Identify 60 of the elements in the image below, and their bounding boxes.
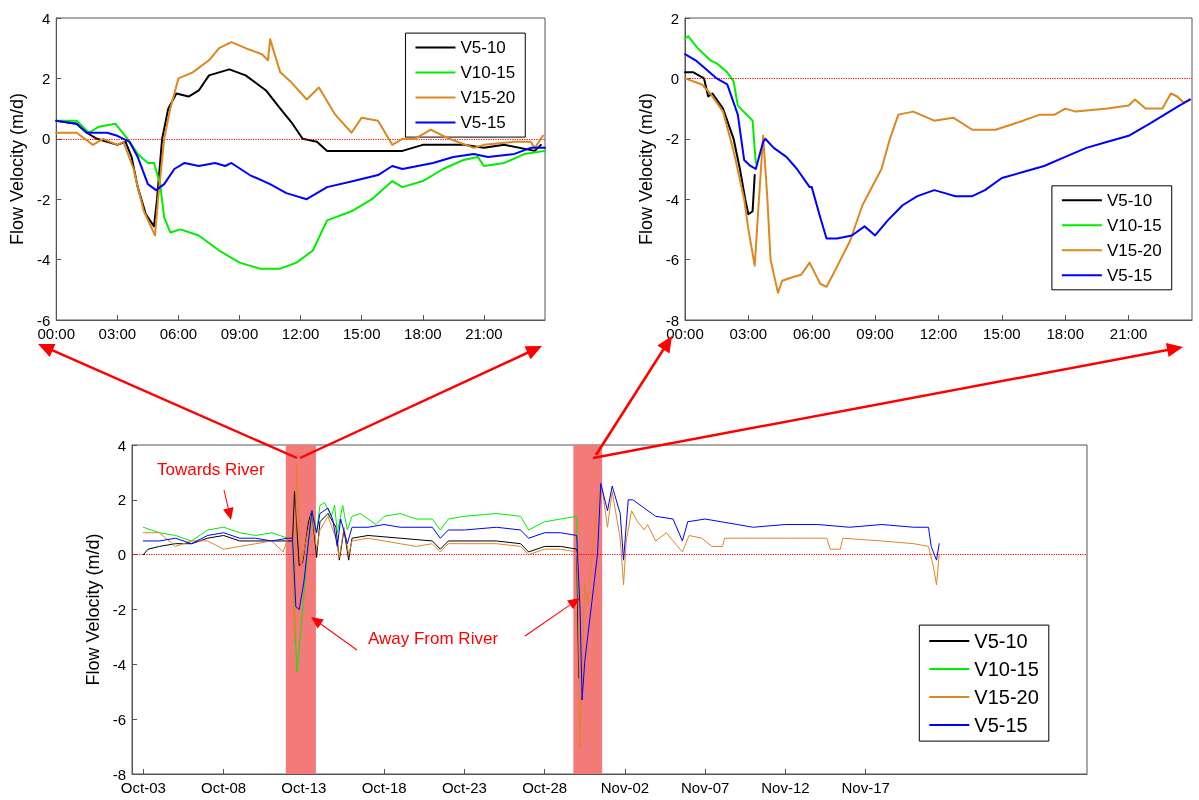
y-tick-label: 0 [670, 69, 679, 87]
x-tick-label: 21:00 [1109, 325, 1148, 342]
y-axis-title: Flow Velocity (m/d) [82, 533, 103, 686]
y-tick-label: 2 [117, 491, 126, 509]
x-tick-label: Oct-08 [201, 779, 247, 796]
legend-label: V10-15 [460, 63, 516, 83]
y-tick-label: -6 [112, 710, 126, 728]
x-tick-label: Oct-13 [281, 779, 327, 796]
x-tick-label: 12:00 [281, 325, 320, 342]
x-tick-label: 21:00 [465, 325, 503, 342]
y-axis-title: Flow Velocity (m/d) [635, 92, 656, 246]
y-tick-label: -4 [112, 655, 126, 673]
y-tick-label: -2 [665, 130, 679, 148]
y-tick-label: 4 [117, 436, 126, 454]
y-tick-label: 0 [117, 546, 126, 564]
y-tick-label: -6 [665, 251, 679, 269]
line-series [684, 35, 757, 164]
x-tick-label: 18:00 [1046, 325, 1085, 342]
legend-label: V5-10 [460, 38, 506, 58]
legend-label: V15-20 [1106, 240, 1162, 260]
legend-label: V10-15 [1106, 215, 1162, 235]
x-tick-label: 15:00 [342, 325, 381, 342]
y-tick-label: -2 [36, 190, 51, 208]
y-tick-label: 2 [670, 9, 679, 27]
x-tick-label: Oct-23 [441, 779, 487, 796]
line-series [684, 71, 756, 216]
legend-label: V5-15 [974, 714, 1028, 737]
line-series [684, 53, 1191, 240]
x-tick-label: Oct-18 [361, 779, 407, 796]
legend-label: V5-15 [460, 113, 506, 133]
x-tick-label: Nov-02 [600, 779, 650, 796]
y-tick-label: 4 [41, 9, 51, 27]
y-tick-label: -4 [36, 251, 51, 269]
legend-label: V15-20 [974, 686, 1039, 709]
annotation: Away From River [368, 629, 499, 648]
y-tick-label: 0 [41, 130, 51, 148]
y-tick-label: 2 [41, 69, 51, 87]
x-tick-label: 06:00 [792, 325, 831, 342]
y-tick-label: -4 [665, 190, 679, 208]
x-tick-label: Oct-28 [522, 779, 568, 796]
x-tick-label: 03:00 [98, 325, 137, 342]
legend-label: V15-20 [460, 88, 516, 108]
x-tick-label: Nov-07 [680, 779, 730, 796]
x-tick-label: 09:00 [220, 325, 259, 342]
x-tick-label: 18:00 [404, 325, 442, 342]
annotation: Towards River [157, 460, 266, 479]
x-tick-label: Nov-17 [841, 779, 890, 796]
x-tick-label: 06:00 [159, 325, 198, 342]
legend-label: V10-15 [974, 658, 1039, 681]
x-tick-label: 03:00 [729, 325, 768, 342]
y-tick-label: -2 [112, 601, 126, 618]
x-tick-label: Nov-12 [761, 779, 810, 796]
x-tick-label: 15:00 [983, 325, 1021, 342]
line-series [55, 38, 544, 237]
legend-label: V5-10 [974, 630, 1028, 653]
legend-label: V5-15 [1106, 265, 1153, 285]
x-tick-label: 09:00 [856, 325, 894, 342]
y-axis-title: Flow Velocity (m/d) [7, 92, 27, 246]
legend-label: V5-10 [1106, 190, 1153, 210]
x-tick-label: 12:00 [919, 325, 958, 342]
